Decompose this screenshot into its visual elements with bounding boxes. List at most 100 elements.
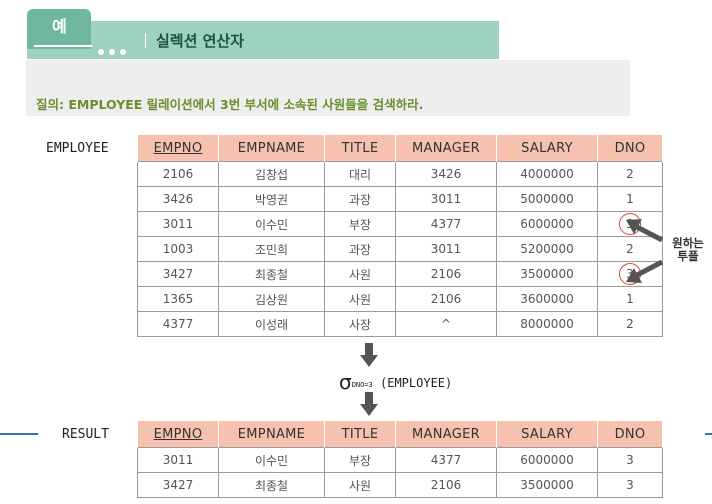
column-header: EMPNO xyxy=(137,421,219,448)
selection-operation: σDNO=3 (EMPLOYEE) xyxy=(339,370,452,394)
table-cell: 3011 xyxy=(395,236,497,262)
table-cell: 1365 xyxy=(137,286,219,312)
table-cell: 김창섭 xyxy=(218,161,325,187)
table-cell: 최종철 xyxy=(218,472,325,498)
table-cell: 최종철 xyxy=(218,261,325,287)
column-header: MANAGER xyxy=(395,421,497,448)
table-cell: 사원 xyxy=(324,286,396,312)
selection-operand: (EMPLOYEE) xyxy=(380,376,453,390)
employee-table: EMPNO EMPNAME TITLE MANAGER SALARY DNO 2… xyxy=(137,135,663,337)
table-cell: 2 xyxy=(597,236,663,262)
table-cell: 4377 xyxy=(395,447,497,473)
left-rule xyxy=(0,433,38,435)
table-cell: 3011 xyxy=(137,447,219,473)
example-underline xyxy=(34,45,92,47)
query-text: 질의: EMPLOYEE 릴레이션에서 3번 부서에 소속된 사원들을 검색하라… xyxy=(36,97,424,112)
table-cell: 3011 xyxy=(137,211,219,237)
column-header: EMPNO xyxy=(137,135,219,162)
arrow-up-left-icon xyxy=(626,219,664,243)
sigma-symbol: σ xyxy=(339,370,352,394)
column-header: EMPNAME xyxy=(218,421,325,448)
table-cell: 1 xyxy=(597,186,663,212)
table-cell: 3500000 xyxy=(496,261,598,287)
table-cell: 3427 xyxy=(137,472,219,498)
table-row: 1365 김상원 사원 2106 3600000 1 xyxy=(137,286,663,312)
table-cell: 대리 xyxy=(324,161,396,187)
table-cell: 2106 xyxy=(137,161,219,187)
selection-condition: DNO=3 xyxy=(351,381,373,389)
table-cell: 2106 xyxy=(395,472,497,498)
table-cell: 3600000 xyxy=(496,286,598,312)
column-header: DNO xyxy=(597,421,663,448)
table-row: 3011 이수민 부장 4377 6000000 3 xyxy=(137,211,663,237)
column-header: SALARY xyxy=(496,421,598,448)
header-bar xyxy=(27,21,499,59)
table-cell: 2106 xyxy=(395,286,497,312)
table-cell: 조민희 xyxy=(218,236,325,262)
employee-label: EMPLOYEE xyxy=(46,141,109,156)
table-cell: 3 xyxy=(597,447,663,473)
column-header: TITLE xyxy=(324,421,396,448)
table-cell: 3426 xyxy=(137,186,219,212)
table-cell: 3500000 xyxy=(496,472,598,498)
table-cell: 1 xyxy=(597,286,663,312)
pointer-arrows xyxy=(626,219,664,283)
note-line: 투플 xyxy=(677,249,699,263)
table-cell: 부장 xyxy=(324,447,396,473)
table-cell: 2 xyxy=(597,161,663,187)
table-cell: 3427 xyxy=(137,261,219,287)
example-label: 예 xyxy=(52,17,68,36)
column-header: MANAGER xyxy=(395,135,497,162)
column-header: EMPNAME xyxy=(218,135,325,162)
table-cell: 2 xyxy=(597,311,663,337)
table-cell: 사원 xyxy=(324,261,396,287)
table-cell: 6000000 xyxy=(496,211,598,237)
table-cell: 3426 xyxy=(395,161,497,187)
table-cell: 3 xyxy=(597,472,663,498)
table-row: 3427 최종철 사원 2106 3500000 3 xyxy=(137,261,663,287)
table-cell: 이수민 xyxy=(218,211,325,237)
table-cell: 5200000 xyxy=(496,236,598,262)
table-cell: 사원 xyxy=(324,472,396,498)
down-arrow-icon xyxy=(360,392,378,416)
table-row: 3426 박영권 과장 3011 5000000 1 xyxy=(137,186,663,212)
example-tab-fill xyxy=(27,21,91,49)
note-line: 원하는 xyxy=(672,236,704,250)
table-cell: 사장 xyxy=(324,311,396,337)
query-box xyxy=(26,60,630,116)
table-cell: 1003 xyxy=(137,236,219,262)
table-header-row: EMPNO EMPNAME TITLE MANAGER SALARY DNO xyxy=(137,135,663,162)
table-cell: 이성래 xyxy=(218,311,325,337)
table-row: 2106 김창섭 대리 3426 4000000 2 xyxy=(137,161,663,187)
table-cell: ^ xyxy=(395,311,497,337)
table-cell: 5000000 xyxy=(496,186,598,212)
table-cell: 부장 xyxy=(324,211,396,237)
result-table: EMPNO EMPNAME TITLE MANAGER SALARY DNO 3… xyxy=(137,421,663,498)
table-cell: 과장 xyxy=(324,236,396,262)
down-arrow-icon xyxy=(360,343,378,367)
table-cell: 6000000 xyxy=(496,447,598,473)
table-row: 1003 조민희 과장 3011 5200000 2 xyxy=(137,236,663,262)
table-cell: 4000000 xyxy=(496,161,598,187)
table-cell: 김상원 xyxy=(218,286,325,312)
right-rule xyxy=(705,433,712,435)
table-cell: 박영권 xyxy=(218,186,325,212)
desired-tuples-note: 원하는 투플 xyxy=(668,237,708,263)
result-label: RESULT xyxy=(62,427,109,442)
header-divider xyxy=(145,33,146,48)
table-row: 3011 이수민 부장 4377 6000000 3 xyxy=(137,447,663,473)
page-title: 실렉션 연산자 xyxy=(156,32,245,50)
dots-decoration xyxy=(98,40,131,59)
table-row: 3427 최종철 사원 2106 3500000 3 xyxy=(137,472,663,498)
column-header: DNO xyxy=(597,135,663,162)
table-cell: 3011 xyxy=(395,186,497,212)
table-cell: 2106 xyxy=(395,261,497,287)
table-header-row: EMPNO EMPNAME TITLE MANAGER SALARY DNO xyxy=(137,421,663,448)
table-cell: 이수민 xyxy=(218,447,325,473)
column-header: SALARY xyxy=(496,135,598,162)
table-cell: 4377 xyxy=(137,311,219,337)
table-row: 4377 이성래 사장 ^ 8000000 2 xyxy=(137,311,663,337)
table-cell: 8000000 xyxy=(496,311,598,337)
table-cell: 과장 xyxy=(324,186,396,212)
column-header: TITLE xyxy=(324,135,396,162)
